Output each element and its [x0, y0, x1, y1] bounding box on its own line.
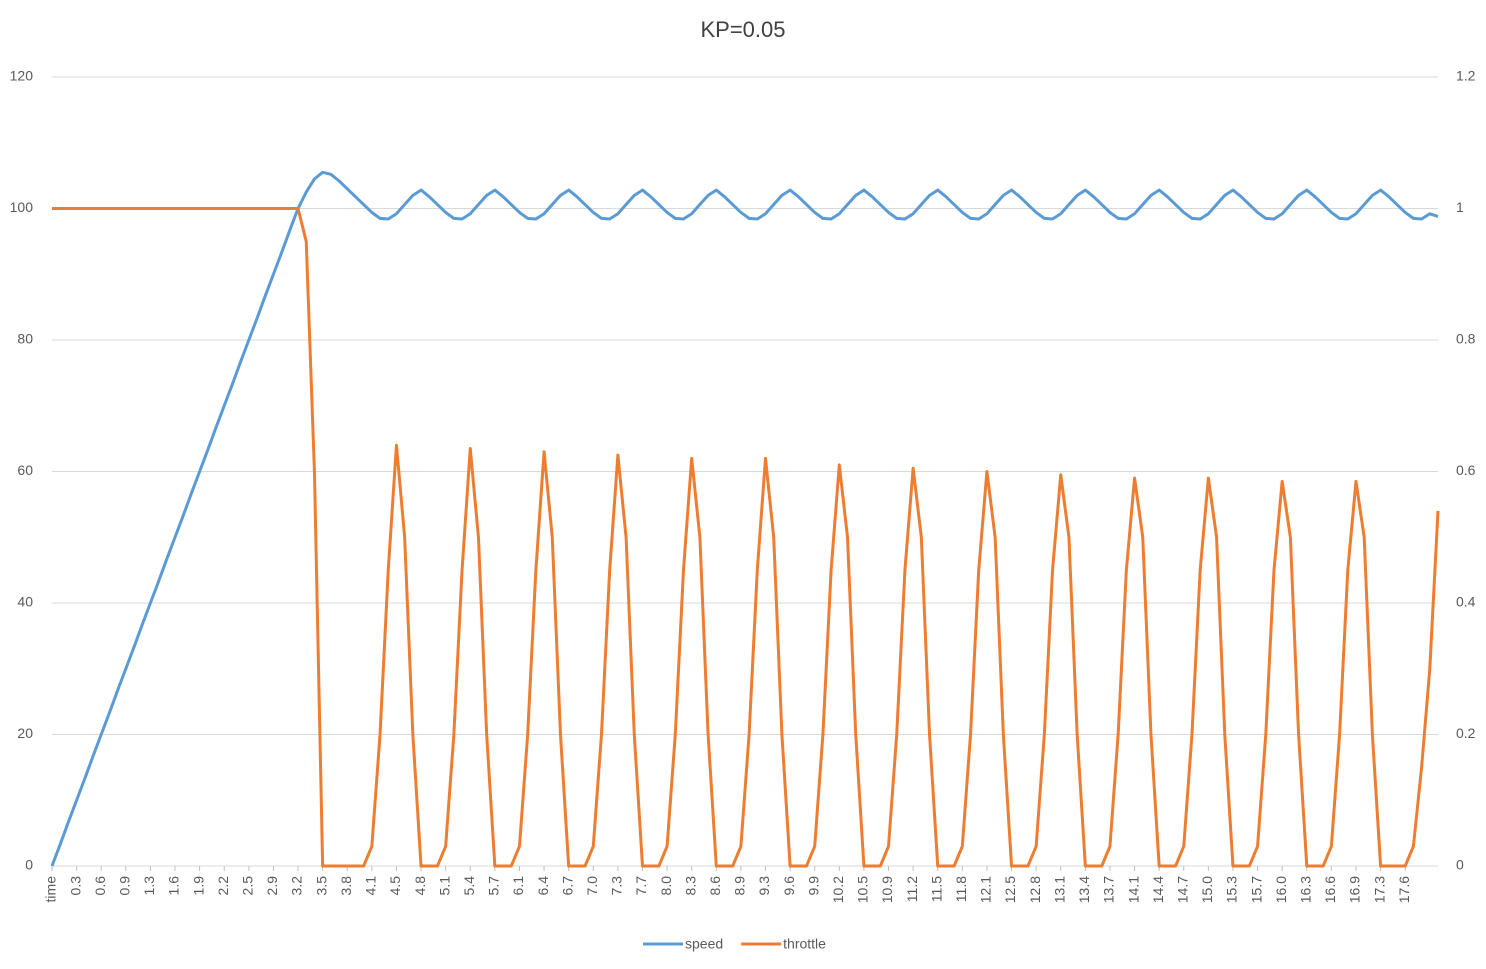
x-tick-label: 11.8: [953, 876, 969, 902]
y-tick-label: 20: [17, 725, 33, 741]
x-tick-label: 4.8: [412, 876, 428, 896]
y-tick-label: 100: [10, 199, 34, 215]
y2-tick-label: 0: [1456, 857, 1464, 873]
x-tick-label: 6.7: [559, 876, 575, 896]
series-line: [50, 170, 1439, 867]
x-tick-label: 14.1: [1125, 876, 1141, 903]
x-tick-label: 14.4: [1150, 876, 1166, 903]
y2-tick-label: 0.6: [1456, 462, 1476, 478]
series-line: [52, 207, 1440, 868]
x-tick-label: 2.9: [264, 876, 280, 896]
y-tick-label: 120: [10, 68, 34, 84]
x-tick-label: 5.4: [461, 876, 477, 896]
y-tick-label: 40: [17, 594, 33, 610]
y2-tick-label: 0.8: [1456, 331, 1476, 347]
y2-tick-label: 0.2: [1456, 725, 1476, 741]
x-tick-label: 1.6: [166, 876, 182, 896]
chart-title: KP=0.05: [700, 17, 785, 42]
x-tick-label: 12.5: [1002, 876, 1018, 903]
x-tick-label: 0.9: [117, 876, 133, 896]
x-tick-label: 8.9: [732, 876, 748, 896]
x-tick-label: 10.5: [855, 876, 871, 903]
x-tick-label: 15.7: [1248, 876, 1264, 903]
y-tick-label: 0: [25, 857, 33, 873]
x-tick-label: 4.1: [363, 876, 379, 896]
x-tick-label: 9.3: [756, 876, 772, 896]
x-tick-label: 13.7: [1101, 876, 1117, 903]
x-tick-label: 5.1: [436, 876, 452, 896]
x-tick-label: 16.6: [1322, 876, 1338, 903]
y-tick-label: 80: [17, 331, 33, 347]
x-tick-label: 3.2: [289, 876, 305, 896]
x-tick-label: 2.5: [240, 876, 256, 896]
legend-label: throttle: [783, 936, 826, 952]
x-tick-label: 17.3: [1371, 876, 1387, 903]
y2-tick-label: 1.2: [1456, 68, 1476, 84]
x-tick-label: 3.8: [338, 876, 354, 896]
y-tick-label: 60: [17, 462, 33, 478]
x-tick-label: 15.3: [1224, 876, 1240, 903]
x-tick-label: 8.6: [707, 876, 723, 896]
x-tick-label: 11.5: [928, 876, 944, 902]
x-tick-label: 2.2: [215, 876, 231, 896]
x-tick-label: 9.9: [805, 876, 821, 896]
x-tick-label: 1.3: [141, 876, 157, 896]
x-tick-label: 12.1: [978, 876, 994, 903]
x-tick-label: 13.4: [1076, 876, 1092, 903]
x-tick-label: 16.0: [1273, 876, 1289, 903]
x-tick-label: 11.2: [904, 876, 920, 902]
x-tick-label: 8.3: [682, 876, 698, 896]
x-tick-label: 12.8: [1027, 876, 1043, 903]
x-tick-label: 3.5: [313, 876, 329, 896]
x-tick-label: 7.7: [633, 876, 649, 896]
x-tick-label: 14.7: [1174, 876, 1190, 903]
x-tick-label: 10.2: [830, 876, 846, 903]
x-tick-label: 7.3: [609, 876, 625, 896]
x-tick-label: 6.4: [535, 876, 551, 896]
x-tick-label: 13.1: [1051, 876, 1067, 903]
x-tick-label: 0.3: [67, 876, 83, 896]
x-tick-label: 16.9: [1347, 876, 1363, 903]
x-tick-label: 0.6: [92, 876, 108, 896]
x-tick-label: 1.9: [190, 876, 206, 896]
x-tick-label: 17.6: [1396, 876, 1412, 903]
x-tick-label: 16.3: [1297, 876, 1313, 903]
legend-label: speed: [685, 936, 723, 952]
x-tick-label: 10.9: [879, 876, 895, 903]
y2-tick-label: 1: [1456, 199, 1464, 215]
x-tick-label: 4.5: [387, 876, 403, 896]
x-tick-label: 8.0: [658, 876, 674, 896]
x-tick-label: 9.6: [781, 876, 797, 896]
x-tick-label: 7.0: [584, 876, 600, 896]
x-tick-label: time: [43, 876, 59, 903]
x-tick-label: 6.1: [510, 876, 526, 896]
x-tick-label: 15.0: [1199, 876, 1215, 903]
y2-tick-label: 0.4: [1456, 594, 1476, 610]
x-tick-label: 5.7: [486, 876, 502, 896]
